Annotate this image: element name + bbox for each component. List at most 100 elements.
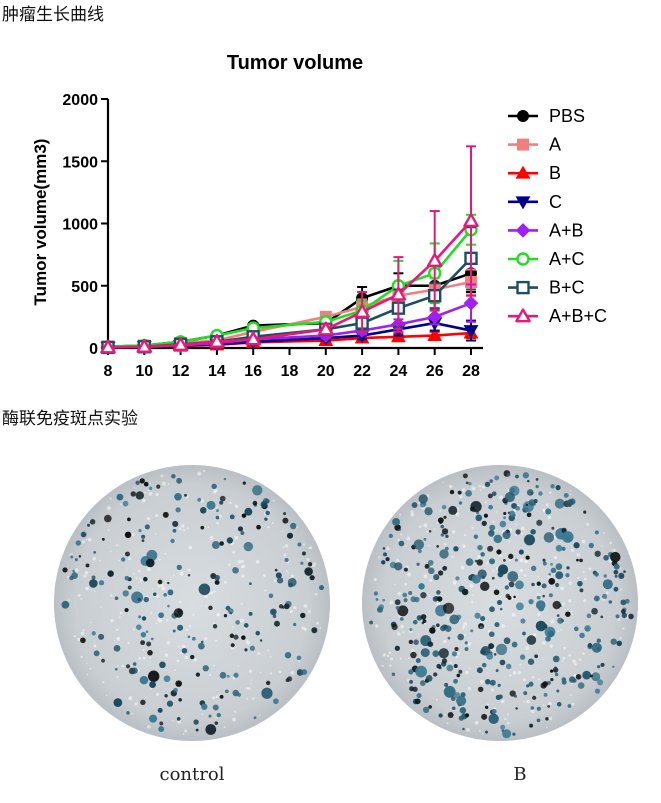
elispot-spot (550, 567, 557, 574)
elispot-spot (450, 696, 456, 702)
well-texture (287, 572, 289, 574)
well-texture (436, 602, 441, 606)
well-texture (232, 550, 236, 554)
well-texture (117, 628, 119, 631)
elispot-spot (597, 665, 601, 669)
elispot-spot (69, 575, 74, 581)
elispot-spot (422, 619, 427, 624)
well-texture (446, 722, 449, 725)
elispot-spot (566, 499, 574, 506)
well-texture (406, 536, 411, 541)
well-texture (582, 652, 585, 656)
well-texture (132, 628, 135, 631)
elispot-spot (494, 622, 500, 628)
well-texture (269, 672, 273, 675)
well-caption-b: B (513, 764, 527, 785)
well-texture (397, 632, 401, 636)
elispot-spot (512, 732, 516, 736)
well-texture (240, 565, 244, 569)
elispot-spot (172, 520, 179, 527)
well-texture (455, 512, 460, 517)
elispot-spot (398, 540, 405, 547)
well-texture (298, 659, 301, 663)
y-tick-label: 1500 (62, 154, 98, 171)
elispot-spot (226, 537, 234, 544)
elispot-spot (525, 503, 529, 507)
elispot-spot (456, 695, 467, 706)
well-texture (500, 700, 504, 704)
elispot-spot (456, 673, 461, 678)
elispot-spot (618, 572, 625, 579)
elispot-spot (282, 517, 289, 524)
elispot-spot (75, 540, 82, 546)
well-texture (90, 621, 92, 624)
legend-marker-c (515, 196, 531, 210)
well-texture (201, 713, 203, 715)
elispot-spot (515, 474, 519, 479)
elispot-spot (89, 579, 98, 588)
elispot-spot (465, 489, 472, 497)
well-texture (553, 535, 557, 540)
well-texture (399, 657, 402, 660)
elispot-spot (301, 669, 308, 676)
well-texture (429, 578, 433, 582)
well-texture (460, 565, 465, 570)
elispot-spot (579, 588, 584, 593)
well-texture (107, 528, 110, 531)
elispot-spot (442, 566, 447, 571)
elispot-spot (465, 713, 470, 718)
elispot-spot (555, 571, 564, 580)
elispot-spot (620, 609, 626, 614)
elispot-spot (542, 681, 549, 687)
well-texture (240, 559, 244, 563)
elispot-spot (256, 524, 261, 530)
elispot-spot (272, 614, 277, 619)
elispot-spot (240, 531, 245, 535)
y-tick-label: 1000 (62, 217, 98, 234)
elispot-spot (577, 682, 585, 689)
well-texture (417, 501, 421, 505)
well-texture (582, 570, 585, 573)
elispot-spot (170, 538, 175, 544)
legend-label-b-plus-c: B+C (549, 278, 585, 298)
elispot-spot (127, 517, 131, 522)
well-texture (264, 589, 267, 592)
well-background (54, 465, 330, 741)
elispot-spot (158, 726, 165, 733)
well-texture (240, 602, 243, 605)
well-texture (154, 533, 157, 535)
well-texture (466, 728, 470, 732)
data-point (463, 213, 479, 228)
well-texture (523, 700, 525, 703)
well-texture (162, 481, 166, 486)
legend-label-c: C (549, 192, 562, 212)
elispot-spot (554, 666, 557, 670)
well-texture (578, 658, 582, 661)
elispot-spot (233, 672, 239, 678)
elispot-spot (462, 473, 468, 479)
series-a-plus-b-plus-c (100, 145, 479, 354)
elispot-spot (436, 623, 440, 628)
elispot-spot (503, 516, 506, 520)
elispot-spot (499, 520, 507, 528)
elispot-spot (122, 500, 129, 507)
well-texture (542, 704, 545, 707)
elispot-spot (535, 484, 539, 489)
elispot-spot (441, 528, 449, 535)
well-texture (550, 619, 555, 624)
elispot-spot (200, 640, 204, 644)
elispot-spot (131, 591, 144, 604)
well-texture (581, 511, 583, 513)
x-tick-label: 12 (172, 363, 190, 380)
well-texture (499, 554, 502, 558)
well-texture (479, 730, 482, 733)
well-texture (259, 671, 262, 674)
elispot-spot (485, 679, 491, 685)
elispot-spot (523, 534, 536, 546)
well-texture (388, 651, 392, 655)
elispot-spot (283, 512, 287, 516)
elispot-spot (505, 593, 511, 599)
elispot-spot (311, 627, 318, 634)
elispot-spot (441, 504, 447, 510)
well-texture (519, 663, 521, 666)
